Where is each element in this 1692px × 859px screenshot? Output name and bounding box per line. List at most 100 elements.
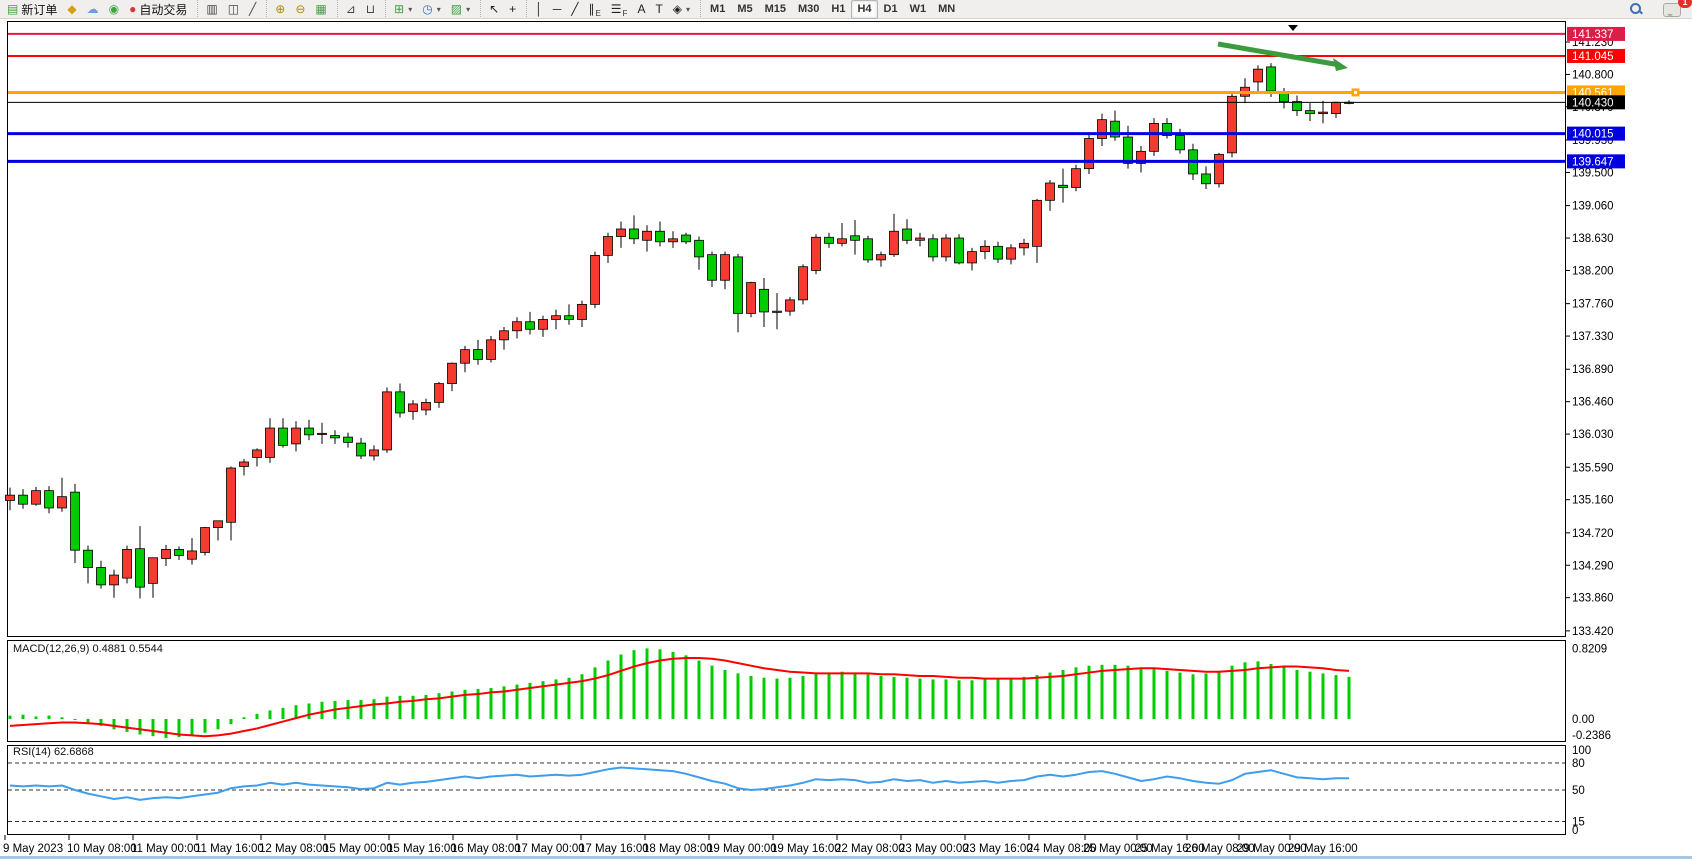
macd-histogram-bar: [268, 710, 272, 719]
macd-histogram-bar: [294, 705, 298, 719]
macd-histogram-bar: [827, 672, 831, 719]
publish-button[interactable]: ☁: [82, 0, 104, 19]
macd-histogram-bar: [372, 699, 376, 719]
macd-histogram-bar: [450, 691, 454, 719]
price-axis-tick-label: 135.160: [1572, 495, 1614, 507]
chevron-down-icon[interactable]: ▾: [408, 4, 413, 14]
macd-histogram-bar: [99, 719, 103, 726]
candle-body: [655, 230, 665, 243]
notification-badge: 1: [1678, 0, 1692, 8]
templates-button[interactable]: ▨ ▾: [446, 0, 475, 19]
timeframe-button-h4[interactable]: H4: [851, 0, 878, 19]
candle-body: [759, 288, 769, 313]
macd-histogram-bar: [1295, 669, 1299, 719]
template-icon: ▨: [450, 2, 463, 16]
zoom-in-button[interactable]: ⊕: [270, 0, 290, 19]
candle-body: [486, 339, 496, 360]
line-handle-center: [1354, 90, 1357, 94]
vertical-line-button[interactable]: │: [530, 0, 548, 19]
candle-body: [694, 239, 704, 258]
timeframe-button-d1[interactable]: D1: [883, 3, 898, 15]
candle-body: [447, 362, 457, 384]
candle-body: [226, 467, 236, 523]
candle-body: [525, 321, 535, 330]
auto-trading-button[interactable]: ● 自动交易: [124, 0, 192, 19]
paint-tool-button[interactable]: ◆: [62, 0, 81, 19]
signals-button[interactable]: ◉: [104, 0, 124, 19]
candle-body: [1292, 101, 1302, 112]
rsi-indicator-label: RSI(14) 62.6868: [13, 746, 94, 758]
chevron-down-icon[interactable]: ▾: [466, 4, 471, 14]
time-axis-label: 23 May 00:00: [899, 843, 969, 855]
macd-histogram-bar: [255, 713, 259, 719]
fibonacci-button[interactable]: ☰ F: [606, 0, 633, 19]
horizontal-line-button[interactable]: ─: [548, 0, 567, 19]
time-axis-label: 29 May 16:00: [1288, 843, 1358, 855]
macd-histogram-bar: [697, 660, 701, 719]
macd-histogram-bar: [281, 707, 285, 719]
text-button[interactable]: A: [632, 0, 650, 19]
macd-histogram-bar: [671, 651, 675, 719]
candle-body: [538, 319, 548, 330]
price-axis-tick-label: 133.860: [1572, 593, 1614, 605]
timeframe-button-m30[interactable]: M30: [798, 3, 820, 15]
candle-body: [824, 236, 834, 244]
candle-body: [811, 236, 821, 271]
toolbar-separator: [266, 0, 268, 17]
time-axis-label: 23 May 16:00: [963, 843, 1033, 855]
scroll-to-end-marker[interactable]: [1288, 25, 1298, 31]
candle-chart-button[interactable]: ◫: [223, 0, 244, 19]
candle-body: [512, 321, 522, 332]
chart-shift-button[interactable]: ⊔: [361, 0, 380, 19]
time-axis-label: 22 May 08:00: [835, 843, 905, 855]
periods-button[interactable]: ◷ ▾: [417, 0, 446, 19]
timeframe-button-h1[interactable]: H1: [831, 3, 846, 15]
new-chart-icon: ⊞: [394, 2, 405, 16]
auto-trading-button-label: 自动交易: [139, 2, 188, 17]
tile-windows-icon: ▦: [315, 2, 327, 16]
timeframe-button-m15[interactable]: M15: [764, 3, 787, 15]
fibonacci-icon-modifier: F: [622, 8, 628, 18]
notifications-button[interactable]: 1: [1658, 0, 1692, 19]
trend-arrow-annotation[interactable]: [1217, 41, 1341, 68]
candle-body: [44, 490, 54, 509]
crosshair-button[interactable]: +: [504, 0, 521, 19]
line-chart-button[interactable]: ╱: [244, 0, 261, 19]
timeframe-button-w1[interactable]: W1: [909, 3, 927, 15]
candle-body: [83, 549, 93, 568]
macd-histogram-bar: [398, 695, 402, 719]
cursor-button[interactable]: ↖: [484, 0, 504, 19]
candle-body: [96, 567, 106, 586]
bar-chart-button[interactable]: ▥: [201, 0, 222, 19]
price-axis-tick-label: 137.760: [1572, 299, 1614, 311]
trendline-icon: ╱: [571, 2, 579, 16]
toolbar-separator: [385, 0, 387, 17]
price-axis-tick-label: 136.890: [1572, 364, 1614, 376]
chevron-down-icon[interactable]: ▾: [436, 4, 441, 14]
equidistant-channel-button[interactable]: ∥ E: [583, 0, 605, 19]
candle-body: [720, 254, 730, 281]
new-chart-button[interactable]: ⊞ ▾: [389, 0, 417, 19]
price-axis-tick-label: 134.290: [1572, 560, 1614, 572]
timeframe-button-m5[interactable]: M5: [737, 3, 753, 15]
macd-histogram-bar: [86, 719, 90, 723]
toolbar-separator: [700, 0, 702, 17]
chevron-down-icon[interactable]: ▾: [686, 4, 691, 14]
timeframe-button-mn[interactable]: MN: [938, 3, 956, 15]
tile-windows-button[interactable]: ▦: [310, 0, 331, 19]
macd-histogram-bar: [606, 660, 610, 719]
search-button[interactable]: [1625, 0, 1648, 19]
trendline-button[interactable]: ╱: [566, 0, 583, 19]
candle-body: [798, 266, 808, 301]
macd-signal-line: [9, 656, 1350, 738]
chart-shift-icon: ⊔: [365, 2, 376, 16]
arrows-button[interactable]: ◈ ▾: [668, 0, 695, 19]
new-order-button[interactable]: ▤ 新订单: [2, 0, 62, 19]
timeframe-button-m1[interactable]: M1: [710, 3, 726, 15]
candle-body: [590, 254, 600, 305]
zoom-out-button[interactable]: ⊖: [290, 0, 310, 19]
auto-scroll-button[interactable]: ⊿: [341, 0, 361, 19]
macd-pane: [7, 640, 1566, 742]
text-label-button[interactable]: T: [650, 0, 667, 19]
